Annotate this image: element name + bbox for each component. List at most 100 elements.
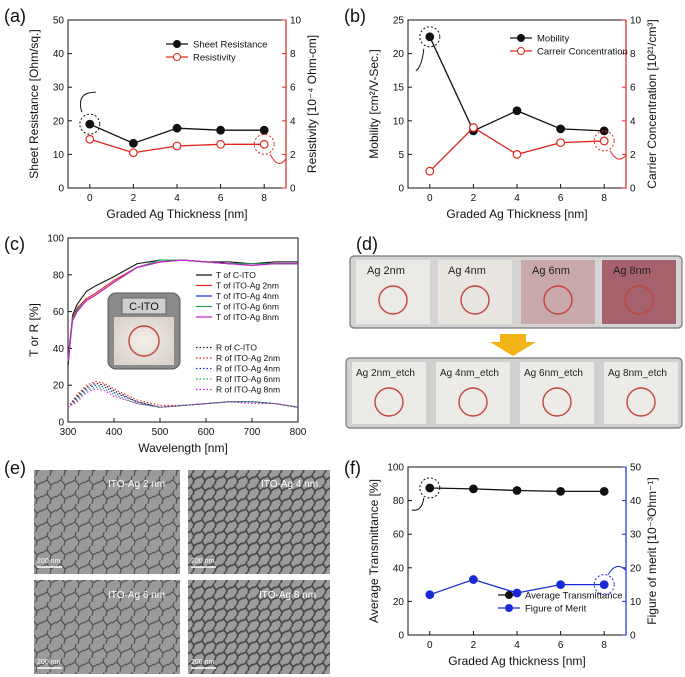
data-point — [425, 483, 435, 493]
y2-tick-label: 8 — [290, 49, 296, 60]
emblem — [626, 387, 656, 417]
legend-label: T of ITO-Ag 8nm — [216, 312, 279, 322]
sem-label-8nm: ITO-Ag 8 nm — [259, 590, 316, 601]
spectrum-t-of-ito-ag-6nm — [67, 259, 298, 362]
y2-tick-label: 40 — [630, 496, 642, 507]
y-tick-label: 50 — [53, 16, 65, 27]
legend-label: R of ITO-Ag 8nm — [216, 385, 280, 395]
data-point — [85, 134, 95, 144]
sem-image-8nm — [188, 580, 330, 674]
y-tick-label: 25 — [393, 16, 405, 27]
highlight-circle — [419, 26, 441, 48]
x-tick-label: 4 — [514, 193, 520, 204]
legend-label: R of ITO-Ag 4nm — [216, 364, 280, 374]
panel-label-b: (b) — [344, 6, 366, 26]
scale-label: 200 nm — [191, 659, 215, 666]
emblem — [378, 285, 408, 315]
y-tick-label: 20 — [393, 49, 405, 60]
data-point — [599, 580, 609, 589]
data-point — [172, 123, 182, 133]
emblem-row-bottom — [374, 387, 656, 417]
x-tick-label: 4 — [174, 193, 180, 204]
legend-marker — [517, 34, 525, 42]
y2-tick-label: 8 — [630, 49, 636, 60]
scale-label: 200 nm — [191, 558, 215, 565]
x-tick-label: 800 — [290, 427, 307, 438]
photo-tray-bottom — [345, 357, 683, 429]
scale-label: 200 nm — [37, 558, 61, 565]
x-axis-title: Graded Ag Thickness [nm] — [106, 207, 247, 221]
spectrum-r-of-ito-ag-8nm — [67, 388, 299, 408]
panel-label-e: (e) — [4, 458, 26, 478]
plot-frame-c — [67, 237, 299, 423]
sem-image-6nm — [34, 580, 180, 674]
scale-bars — [37, 566, 216, 669]
emblem — [543, 285, 573, 315]
x-tick-label: 2 — [471, 193, 477, 204]
y-axis-title: Mobility [cm²/V-Sec.] — [367, 49, 381, 158]
x-axis-title: Graded Ag thickness [nm] — [448, 654, 585, 668]
pointer-arrow — [607, 565, 627, 575]
series-line-carreir-concentration — [429, 126, 605, 172]
y2-tick-label: 10 — [630, 597, 642, 608]
y-tick-label: 80 — [53, 270, 65, 281]
data-point — [469, 575, 478, 584]
highlight-circle — [593, 130, 615, 152]
x-tick-label: 8 — [261, 193, 267, 204]
legend-label: T of ITO-Ag 6nm — [216, 302, 279, 312]
photo-label-ag-6nm: Ag 6nm — [532, 265, 570, 277]
pointer-arrow — [411, 497, 425, 511]
y2-tick-label: 4 — [290, 116, 296, 127]
sem-image-2nm — [34, 470, 180, 574]
data-point — [259, 125, 269, 135]
y2-tick-label: 6 — [290, 83, 296, 94]
x-tick-label: 600 — [198, 427, 215, 438]
x-tick-label: 8 — [601, 640, 607, 651]
legend-label: Resistivity — [193, 53, 236, 64]
highlight-circle — [253, 133, 275, 155]
data-point — [556, 138, 565, 148]
data-point — [599, 486, 609, 496]
photo-label-ag-2nm-etch: Ag 2nm_etch — [356, 368, 415, 379]
y-tick-label: 0 — [58, 184, 64, 195]
sem-label-6nm: ITO-Ag 6 nm — [108, 590, 165, 601]
pointer-arrow — [79, 91, 96, 113]
data-point — [469, 484, 478, 494]
spectrum-r-of-ito-ag-6nm — [67, 386, 299, 408]
y2-tick-label: 10 — [290, 16, 302, 27]
x-tick-label: 300 — [60, 427, 77, 438]
y-tick-label: 10 — [53, 150, 65, 161]
emblem — [374, 387, 404, 417]
pointer-arrow — [415, 48, 425, 72]
y-tick-label: 20 — [53, 381, 65, 392]
data-point — [556, 486, 565, 496]
data-point — [425, 590, 435, 600]
y2-tick-label: 50 — [630, 463, 642, 474]
x-tick-label: 4 — [514, 640, 520, 651]
panel-label-f: (f) — [344, 458, 361, 478]
sample-photo-ag-2nm-etch — [352, 362, 426, 424]
y-tick-label: 0 — [58, 418, 64, 429]
emblem-row-top — [378, 285, 654, 315]
photo-tray-top — [349, 255, 683, 329]
photo-label-ag-8nm-etch: Ag 8nm_etch — [608, 368, 667, 379]
chart-c-transmittance-reflectance: 300 400 500 600 700 800 Wavelength [nm] 0 20 40 60… — [27, 234, 307, 456]
photo-label-ag-4nm-etch: Ag 4nm_etch — [440, 368, 499, 379]
y-tick-label: 30 — [53, 83, 65, 94]
inset-label-box — [121, 297, 167, 315]
y-tick-label: 40 — [393, 563, 405, 574]
y-tick-label: 20 — [53, 116, 65, 127]
y-tick-label: 0 — [398, 631, 404, 642]
y2-tick-label: 6 — [630, 83, 636, 94]
legend-marker — [505, 591, 513, 599]
y-tick-label: 80 — [393, 496, 405, 507]
photo-panel-bottom: Ag 2nm_etch Ag 4nm_etch Ag 6nm_etch Ag 8… — [345, 357, 683, 429]
photo-panel-top: Ag 2nm Ag 4nm Ag 6nm Ag 8nm — [349, 255, 683, 329]
inset-photo — [114, 317, 174, 365]
highlight-circle — [593, 574, 615, 596]
sample-photo-ag-8nm-etch — [604, 362, 678, 424]
data-point — [512, 588, 522, 598]
x-axis-title: Graded Ag Thickness [nm] — [446, 207, 587, 221]
y2-tick-label: 4 — [630, 116, 636, 127]
